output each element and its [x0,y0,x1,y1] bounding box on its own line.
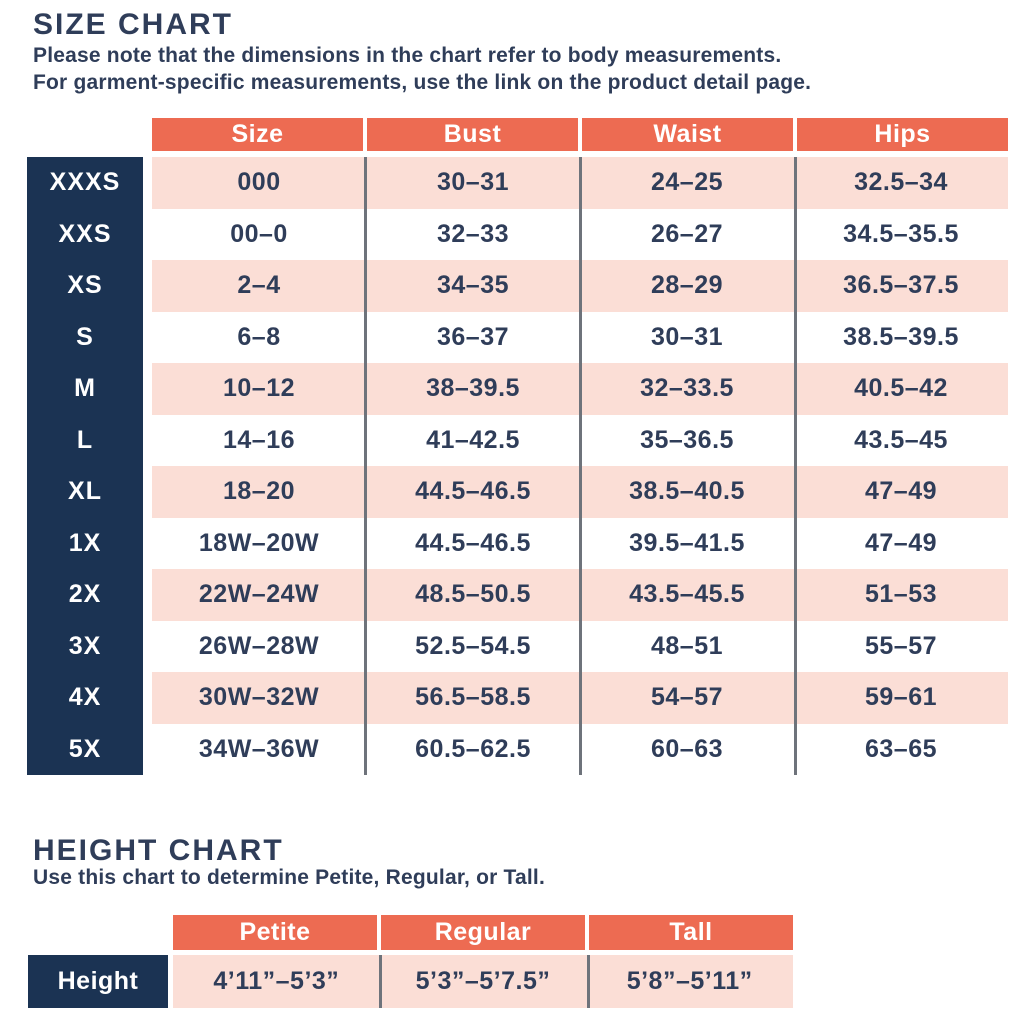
size-cell-xl-bust: 44.5–46.5 [415,477,531,506]
size-cell-s-size: 6–8 [237,322,281,351]
size-table-separator-1 [364,157,367,775]
size-cell-s-bust: 36–37 [436,322,510,351]
size-cell-xs-waist: 28–29 [650,271,724,300]
size-cell-m-bust: 38–39.5 [426,374,520,403]
height-column-header-regular: Regular [381,915,585,950]
size-column-header-bust: Bust [367,118,578,151]
size-row-label-xxxs: XXXS [49,168,121,197]
size-cell-xxxs-waist: 24–25 [650,168,724,197]
size-cell-1x-size: 18W–20W [198,528,320,557]
size-cell-4x-hips: 59–61 [864,683,938,712]
size-column-header-size: Size [152,118,363,151]
size-row-label-1x: 1X [68,528,102,557]
size-cell-1x-bust: 44.5–46.5 [415,528,531,557]
size-cell-1x-hips: 47–49 [864,528,938,557]
size-cell-4x-waist: 54–57 [650,683,724,712]
size-cell-4x-size: 30W–32W [198,683,320,712]
size-chart-note-line1: Please note that the dimensions in the c… [33,44,782,67]
size-cell-xl-hips: 47–49 [864,477,938,506]
size-cell-xxxs-hips: 32.5–34 [854,168,948,197]
size-row-label-3x: 3X [68,631,102,660]
size-cell-m-hips: 40.5–42 [854,374,948,403]
size-cell-l-hips: 43.5–45 [854,425,948,454]
size-row-label-xl: XL [68,477,102,506]
size-cell-xl-size: 18–20 [222,477,296,506]
size-row-label-4x: 4X [68,683,102,712]
size-row-label-2x: 2X [68,580,102,609]
size-cell-2x-size: 22W–24W [198,580,320,609]
size-row-label-xs: XS [67,271,103,300]
size-table-body: 000 30–31 24–25 32.5–34 00–0 32–33 26–27 34.5–3… [152,157,1008,775]
size-row-label-m: M [74,374,96,403]
height-chart-title: HEIGHT CHART [33,834,284,867]
size-cell-m-waist: 32–33.5 [640,374,734,403]
height-cell-tall: 5’8”–5’11” [626,967,753,995]
size-cell-2x-hips: 51–53 [864,580,938,609]
height-table-header-row: Petite Regular Tall [173,915,793,950]
size-table-separator-3 [794,157,797,775]
size-table-label-column: XXXS XXS XS S M L XL 1X 2X 3X 4X 5X [27,157,143,775]
size-cell-5x-hips: 63–65 [864,734,938,763]
size-cell-4x-bust: 56.5–58.5 [415,683,531,712]
height-cell-petite: 4’11”–5’3” [213,967,340,995]
size-cell-2x-waist: 43.5–45.5 [629,580,745,609]
height-table-row-label: Height [28,955,168,1008]
size-cell-5x-bust: 60.5–62.5 [415,734,531,763]
size-cell-xxxs-size: 000 [237,168,281,197]
size-table-row-xs: 2–4 34–35 28–29 36.5–37.5 [152,260,1008,312]
size-cell-1x-waist: 39.5–41.5 [629,528,745,557]
size-cell-l-waist: 35–36.5 [640,425,734,454]
size-cell-s-hips: 38.5–39.5 [843,322,959,351]
size-table-row-3x: 26W–28W 52.5–54.5 48–51 55–57 [152,620,1008,672]
size-cell-l-size: 14–16 [222,425,296,454]
height-chart-note: Use this chart to determine Petite, Regu… [33,866,546,889]
size-table-separator-2 [579,157,582,775]
size-cell-xxs-size: 00–0 [230,219,288,248]
size-chart-note-line2: For garment-specific measurements, use t… [33,71,812,94]
size-cell-3x-waist: 48–51 [650,631,724,660]
size-cell-xxs-waist: 26–27 [650,219,724,248]
size-cell-xxs-hips: 34.5–35.5 [843,219,959,248]
size-chart-title: SIZE CHART [33,8,233,41]
size-cell-3x-bust: 52.5–54.5 [415,631,531,660]
size-cell-xs-size: 2–4 [237,271,281,300]
size-cell-s-waist: 30–31 [650,322,724,351]
size-cell-3x-hips: 55–57 [864,631,938,660]
size-row-label-5x: 5X [68,734,102,763]
size-cell-l-bust: 41–42.5 [426,425,520,454]
size-cell-m-size: 10–12 [222,374,296,403]
size-row-label-xxs: XXS [58,219,112,248]
size-cell-xxs-bust: 32–33 [436,219,510,248]
size-chart-note: Please note that the dimensions in the c… [33,42,811,96]
size-cell-5x-size: 34W–36W [198,734,320,763]
size-cell-xs-hips: 36.5–37.5 [843,271,959,300]
size-column-header-waist: Waist [582,118,793,151]
height-table-separator-1 [379,955,382,1008]
size-column-header-hips: Hips [797,118,1008,151]
height-cell-regular: 5’3”–5’7.5” [415,967,551,995]
size-cell-2x-bust: 48.5–50.5 [415,580,531,609]
size-row-label-l: L [76,425,94,454]
height-table-body-row: 4’11”–5’3” 5’3”–5’7.5” 5’8”–5’11” [173,955,793,1008]
size-cell-3x-size: 26W–28W [198,631,320,660]
size-row-label-s: S [76,322,94,351]
size-cell-xxxs-bust: 30–31 [436,168,510,197]
size-cell-xs-bust: 34–35 [436,271,510,300]
height-column-header-tall: Tall [589,915,793,950]
size-table-header-row: Size Bust Waist Hips [152,118,1008,151]
size-cell-xl-waist: 38.5–40.5 [629,477,745,506]
height-table-separator-2 [587,955,590,1008]
height-column-header-petite: Petite [173,915,377,950]
size-cell-5x-waist: 60–63 [650,734,724,763]
